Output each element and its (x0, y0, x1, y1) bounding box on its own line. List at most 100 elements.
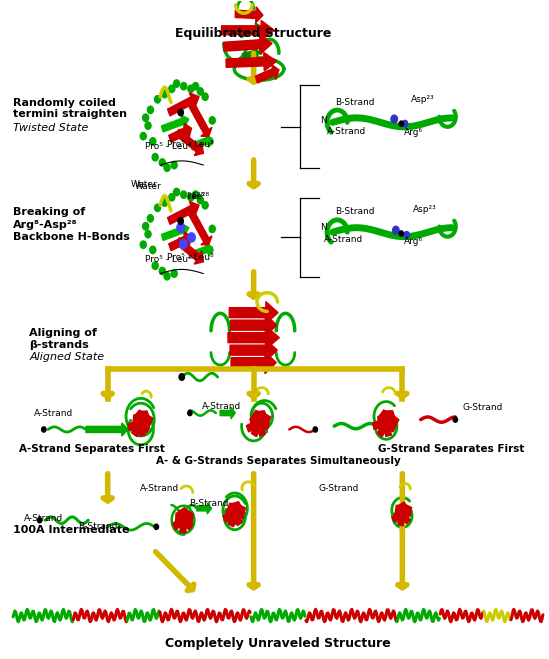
Text: Equilibrated Structure: Equilibrated Structure (175, 27, 332, 40)
Circle shape (143, 114, 149, 121)
Circle shape (145, 122, 151, 129)
Circle shape (173, 188, 180, 196)
FancyArrow shape (379, 410, 391, 436)
Text: Completely Unraveled Structure: Completely Unraveled Structure (165, 637, 391, 650)
Circle shape (207, 246, 213, 254)
Circle shape (209, 117, 215, 124)
Text: Water: Water (135, 183, 161, 191)
Text: Ile²⁸: Ile²⁸ (192, 192, 210, 200)
Circle shape (181, 82, 187, 90)
Circle shape (169, 194, 175, 201)
FancyArrow shape (191, 134, 212, 150)
Circle shape (152, 154, 158, 161)
Circle shape (42, 427, 46, 432)
FancyArrow shape (231, 314, 277, 336)
Text: Arg⁶: Arg⁶ (404, 237, 423, 246)
Circle shape (169, 85, 175, 92)
Circle shape (179, 374, 184, 380)
Text: A-Strand: A-Strand (327, 127, 366, 136)
FancyArrow shape (191, 243, 212, 258)
Circle shape (152, 262, 158, 270)
Circle shape (178, 217, 183, 224)
FancyArrow shape (239, 23, 262, 38)
Circle shape (154, 524, 159, 529)
Text: Pro⁵ - Leu⁸: Pro⁵ - Leu⁸ (145, 142, 192, 151)
FancyArrow shape (161, 223, 189, 241)
Circle shape (154, 96, 160, 103)
Text: N: N (320, 116, 327, 125)
Circle shape (147, 106, 153, 113)
FancyArrow shape (227, 503, 242, 526)
FancyArrow shape (377, 411, 395, 437)
Text: termini straighten: termini straighten (13, 109, 127, 119)
FancyArrow shape (395, 505, 410, 524)
Circle shape (140, 241, 146, 248)
Text: Asp²³: Asp²³ (411, 95, 434, 104)
Text: Aligning of: Aligning of (29, 328, 97, 338)
FancyArrow shape (378, 413, 396, 432)
Circle shape (188, 194, 194, 201)
Text: B-Strand: B-Strand (335, 207, 374, 215)
FancyArrow shape (230, 339, 277, 361)
Circle shape (207, 138, 213, 145)
FancyArrow shape (133, 413, 150, 433)
Circle shape (193, 191, 199, 198)
Circle shape (193, 82, 199, 90)
Circle shape (154, 204, 160, 212)
Circle shape (177, 223, 184, 232)
FancyArrow shape (177, 507, 191, 533)
FancyArrow shape (189, 103, 212, 136)
Text: B-Strand: B-Strand (78, 523, 117, 531)
Circle shape (161, 90, 167, 98)
FancyArrow shape (223, 34, 272, 54)
Circle shape (164, 273, 170, 280)
Text: A-Strand: A-Strand (140, 484, 180, 493)
FancyArrow shape (197, 503, 211, 514)
FancyArrow shape (392, 505, 412, 523)
Circle shape (181, 191, 187, 198)
Circle shape (188, 85, 194, 92)
FancyArrow shape (255, 65, 279, 83)
Text: Water: Water (131, 181, 158, 189)
FancyArrow shape (223, 504, 245, 522)
FancyArrow shape (167, 93, 199, 116)
Text: N: N (320, 223, 327, 232)
FancyArrow shape (251, 411, 265, 436)
Text: Breaking of: Breaking of (13, 208, 85, 217)
Circle shape (145, 231, 151, 238)
Circle shape (391, 115, 397, 123)
Circle shape (197, 88, 203, 95)
Text: Asp²³: Asp²³ (413, 206, 437, 214)
Circle shape (180, 239, 187, 248)
Text: G-Strand Separates First: G-Strand Separates First (378, 444, 524, 454)
Circle shape (209, 225, 215, 233)
Circle shape (197, 196, 203, 204)
Text: G-Strand: G-Strand (318, 484, 359, 493)
FancyArrow shape (176, 129, 203, 156)
FancyArrow shape (132, 411, 150, 436)
Text: A- & G-Strands Separates Simultaneously: A- & G-Strands Separates Simultaneously (155, 456, 400, 466)
Circle shape (202, 202, 208, 209)
FancyArrow shape (251, 411, 268, 437)
Circle shape (150, 246, 156, 254)
Circle shape (313, 427, 317, 432)
Text: Aligned State: Aligned State (29, 352, 104, 362)
Circle shape (171, 270, 177, 277)
Circle shape (159, 159, 165, 166)
Circle shape (159, 268, 165, 275)
FancyArrow shape (176, 238, 203, 264)
FancyArrow shape (247, 413, 271, 432)
Text: Pro⁵ - Leu⁸: Pro⁵ - Leu⁸ (167, 140, 214, 148)
FancyArrow shape (221, 20, 274, 40)
Text: Pro⁵ - Leu⁸: Pro⁵ - Leu⁸ (167, 252, 214, 262)
FancyArrow shape (229, 302, 278, 324)
FancyArrow shape (373, 414, 399, 430)
FancyArrow shape (235, 7, 263, 23)
Circle shape (140, 132, 146, 140)
FancyArrow shape (169, 232, 192, 250)
Circle shape (178, 109, 183, 116)
Text: A-Strand: A-Strand (24, 515, 63, 523)
FancyArrow shape (398, 502, 408, 526)
Text: Pro⁵ - Leu⁸: Pro⁵ - Leu⁸ (145, 254, 192, 264)
Text: Arg⁸-Asp²⁸: Arg⁸-Asp²⁸ (13, 220, 78, 230)
